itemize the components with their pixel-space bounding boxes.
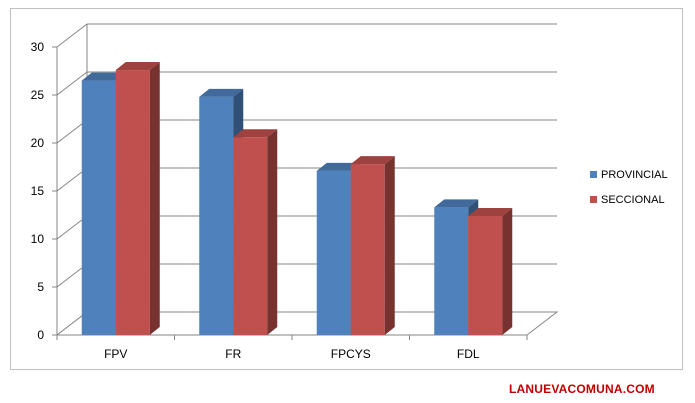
y-tick-label: 25	[31, 88, 45, 102]
bar-front	[316, 170, 351, 335]
legend-label: PROVINCIAL	[601, 169, 668, 181]
x-tick-label: FPCYS	[331, 347, 371, 361]
bar-top	[434, 199, 479, 208]
bar-front	[115, 70, 150, 335]
bar-side	[384, 156, 395, 335]
bar-top	[115, 62, 160, 71]
x-tick-label: FPV	[104, 347, 127, 361]
bar-side	[502, 207, 513, 335]
legend-swatch	[590, 171, 597, 178]
legend-swatch	[590, 196, 597, 203]
bar-top	[199, 88, 244, 97]
x-tick-label: FR	[225, 347, 241, 361]
bar-front	[468, 215, 503, 335]
gridline-depth	[56, 71, 88, 96]
bar-front	[434, 207, 469, 335]
bar-top	[316, 162, 361, 171]
y-tick-label: 0	[37, 328, 44, 342]
gridline-depth	[56, 23, 88, 48]
bar-front	[199, 96, 234, 335]
y-tick-label: 30	[31, 40, 45, 54]
x-tick-label: FDL	[457, 347, 480, 361]
bar-front	[233, 137, 268, 335]
bar-side	[149, 62, 160, 335]
bar-side	[267, 129, 278, 335]
bar-top	[81, 72, 126, 81]
bar-top	[468, 207, 513, 216]
y-tick-label: 15	[31, 184, 45, 198]
bar-front	[350, 164, 385, 335]
y-tick-label: 5	[37, 280, 44, 294]
legend-label: SECCIONAL	[601, 194, 665, 206]
y-tick-label: 10	[31, 232, 45, 246]
bar-front	[81, 80, 116, 335]
bar-top	[233, 129, 278, 138]
bar-top	[350, 156, 395, 165]
y-tick-label: 20	[31, 136, 45, 150]
site-credit: LANUEVACOMUNA.COM	[509, 382, 655, 396]
